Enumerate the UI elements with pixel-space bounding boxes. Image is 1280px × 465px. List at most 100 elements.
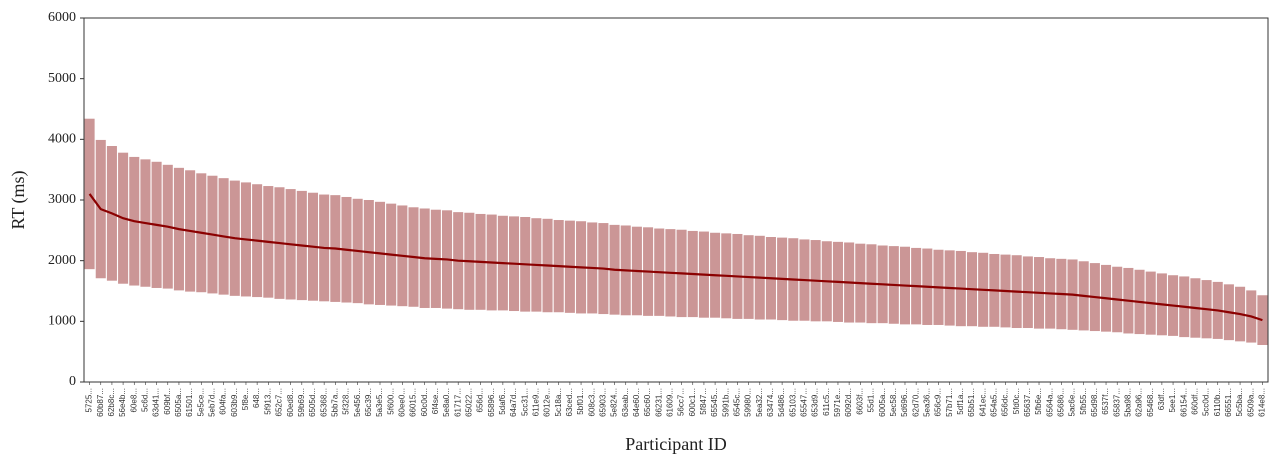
y-tick-label: 5000 xyxy=(48,71,76,86)
x-tick-label: 5d486... xyxy=(777,388,786,417)
x-tick-label: 5ba98... xyxy=(1123,388,1132,417)
x-tick-label: 5cc0d... xyxy=(1202,388,1211,416)
x-tick-label: 56cc7... xyxy=(677,388,686,416)
x-tick-label: 66231... xyxy=(654,388,663,417)
x-tick-label: 65022... xyxy=(464,388,473,417)
x-tick-label: 611c5... xyxy=(822,388,831,416)
x-tick-label: 5df1a... xyxy=(956,388,965,415)
x-tick-label: 5f913... xyxy=(263,388,272,415)
x-tick-label: 64a7d... xyxy=(509,388,518,417)
x-tick-label: 6537f... xyxy=(1101,388,1110,415)
x-tick-label: 614e8... xyxy=(1258,388,1267,417)
range-bar xyxy=(84,118,95,270)
x-tick-label: 65b51... xyxy=(967,388,976,417)
x-tick-label: 654a5... xyxy=(989,388,998,417)
x-tick-label: 65468... xyxy=(1146,388,1155,417)
x-tick-label: 641ec... xyxy=(978,388,987,416)
x-tick-label: 5e824... xyxy=(610,388,619,417)
x-tick-label: 611e9... xyxy=(531,388,540,416)
x-tick-label: 61717... xyxy=(453,388,462,417)
x-tick-label: 60ed8... xyxy=(286,388,295,417)
x-tick-label: 653d9... xyxy=(811,388,820,417)
y-tick-label: 1000 xyxy=(48,314,76,329)
x-tick-label: 6110b... xyxy=(1213,388,1222,416)
x-tick-label: 648... xyxy=(252,388,261,408)
x-tick-label: 6505d... xyxy=(308,388,317,417)
x-tick-label: 5ac6e... xyxy=(1068,388,1077,416)
x-tick-label: 65903... xyxy=(599,388,608,417)
x-tick-label: 5f600... xyxy=(386,388,395,415)
x-tick-label: 62d70... xyxy=(911,388,920,417)
x-tick-label: 65545... xyxy=(710,388,719,417)
x-tick-label: 65896... xyxy=(487,388,496,417)
x-tick-label: 5e456... xyxy=(353,388,362,417)
x-tick-label: 656c9... xyxy=(934,388,943,416)
x-tick-label: 6f4se... xyxy=(431,388,440,414)
x-tick-label: 6509a... xyxy=(1246,388,1255,417)
x-tick-label: 60ee0... xyxy=(397,388,406,417)
x-tick-label: 652c7... xyxy=(275,388,284,416)
x-tick-label: 63df... xyxy=(1157,388,1166,410)
x-tick-label: 603b9... xyxy=(230,388,239,417)
x-tick-label: 6005a... xyxy=(878,388,887,417)
x-tick-label: 656d... xyxy=(476,388,485,412)
x-tick-label: 62b8c... xyxy=(107,388,116,416)
x-tick-label: 66015... xyxy=(409,388,418,417)
x-tick-label: 59b69... xyxy=(297,388,306,417)
x-tick-label: 6092d... xyxy=(844,388,853,417)
x-tick-label: 5a3e5... xyxy=(375,388,384,417)
x-tick-label: 604fa... xyxy=(219,388,228,415)
x-tick-label: 5ea36... xyxy=(922,388,931,417)
x-tick-label: 59980... xyxy=(744,388,753,417)
x-tick-label: 5fb6e... xyxy=(1034,388,1043,415)
x-tick-label: 57b71... xyxy=(945,388,954,417)
x-tick-label: 65686... xyxy=(1056,388,1065,417)
x-tick-label: 5cc31... xyxy=(520,388,529,416)
x-tick-label: 5d696... xyxy=(900,388,909,417)
x-tick-label: 6564a... xyxy=(1045,388,1054,417)
x-tick-label: 62a96... xyxy=(1135,388,1144,417)
x-tick-label: 608c3... xyxy=(587,388,596,416)
x-tick-label: 5991b... xyxy=(721,388,730,417)
x-tick-label: 63eab... xyxy=(621,388,630,417)
x-tick-label: 65368... xyxy=(319,388,328,417)
x-tick-label: 5725... xyxy=(85,388,94,412)
x-tick-label: 5f847... xyxy=(699,388,708,415)
x-tick-label: 60e8... xyxy=(129,388,138,412)
x-tick-label: 656dc... xyxy=(1001,388,1010,416)
x-tick-label: 61609... xyxy=(666,388,675,417)
x-tick-label: 55d1... xyxy=(867,388,876,412)
x-tick-label: 5c6d... xyxy=(141,388,150,412)
x-tick-label: 5fb55... xyxy=(1079,388,1088,415)
x-tick-label: 66154... xyxy=(1179,388,1188,417)
x-tick-label: 6603f... xyxy=(855,388,864,415)
x-tick-label: 5ea32... xyxy=(755,388,764,417)
x-tick-label: 6505a... xyxy=(174,388,183,417)
x-tick-label: 660df... xyxy=(1191,388,1200,415)
x-tick-label: 5eb7d... xyxy=(208,388,217,417)
x-tick-label: 63ced... xyxy=(565,388,574,416)
y-tick-label: 3000 xyxy=(48,192,76,207)
x-tick-label: 600c1... xyxy=(688,388,697,416)
x-tick-label: 5c5ba... xyxy=(1235,388,1244,416)
x-tick-label: 5bf01... xyxy=(576,388,585,415)
x-tick-label: 5ee1... xyxy=(1168,388,1177,412)
y-tick-label: 4000 xyxy=(48,132,76,147)
x-tick-label: 5f8e... xyxy=(241,388,250,410)
x-tick-label: 65c60... xyxy=(643,388,652,416)
x-tick-label: 5c18a... xyxy=(554,388,563,416)
x-tick-label: 5e8a0... xyxy=(442,388,451,417)
x-tick-label: 5ec58... xyxy=(889,388,898,416)
x-tick-label: 64e60... xyxy=(632,388,641,417)
mean-line xyxy=(88,193,1263,322)
x-tick-label: 5f328... xyxy=(342,388,351,415)
x-tick-label: 5bb7a... xyxy=(330,388,339,417)
x-tick-label: 609bf... xyxy=(163,388,172,415)
x-tick-label: 65837... xyxy=(1112,388,1121,417)
x-axis-title: Participant ID xyxy=(625,434,726,454)
y-tick-label: 6000 xyxy=(48,10,76,25)
x-tick-label: 65c39... xyxy=(364,388,373,416)
y-axis-title: RT (ms) xyxy=(8,170,29,229)
x-tick-label: 6012e... xyxy=(543,388,552,417)
